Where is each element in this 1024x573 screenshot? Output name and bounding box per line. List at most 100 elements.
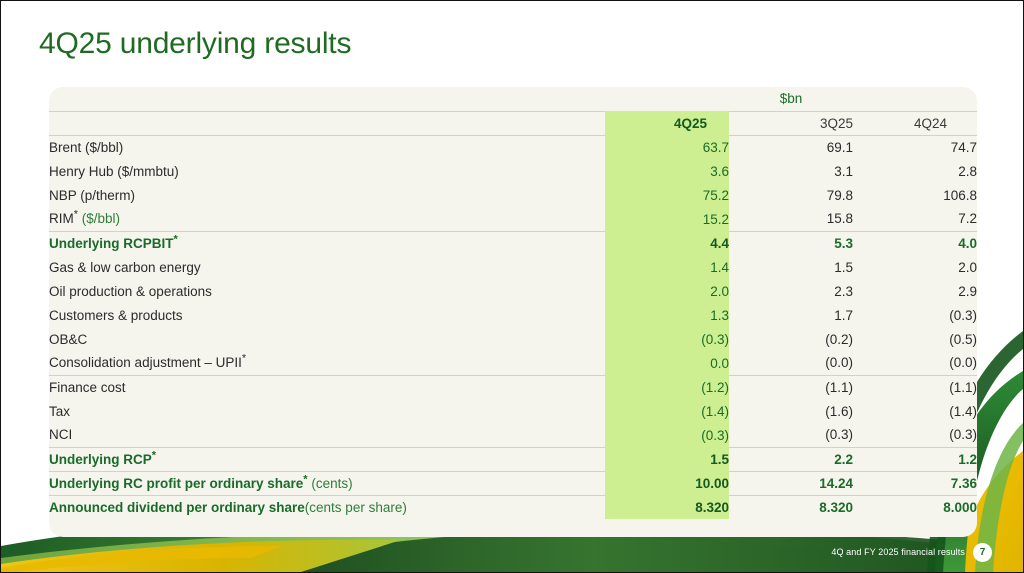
footnote-marker: * [173,233,178,246]
value-3q25: (1.1) [729,374,853,399]
row-label: NCI [49,427,73,443]
row-label: NBP (p/therm) [49,187,136,203]
value-3q25: 5.3 [729,230,853,255]
table-unit-header-row: $bn [49,87,977,111]
value-4q24: (0.0) [949,355,978,371]
table-row: OB&C (0.3) (0.2) (0.5) [49,327,977,351]
table-row: Finance cost (1.2) (1.1) (1.1) [49,374,978,399]
table-body: $bn 4Q25 3Q25 4Q24 Brent ($/bbl) 63.7 69.1… [49,87,978,519]
value-3q25: 69.1 [729,134,853,159]
value-4q25: 2.0 [605,279,729,303]
value-4q25: (0.3) [605,327,729,351]
value-4q24: (1.4) [949,403,978,419]
value-4q25: 3.6 [605,159,729,183]
column-header-4q25: 4Q25 [605,111,729,135]
value-4q25: (1.2) [605,375,729,399]
value-4q24: (0.3) [949,427,978,443]
footnote-marker: * [303,473,308,485]
value-4q25: (1.4) [605,399,729,423]
value-4q25: (0.3) [605,423,729,447]
table-row: Announced dividend per ordinary share(ce… [49,494,978,519]
unit-header-spacer [49,87,605,111]
value-3q25: (0.3) [825,427,853,443]
footnote-marker: * [151,449,157,461]
value-3q25: 2.3 [834,283,853,299]
table-row: Customers & products 1.3 1.7 (0.3) [49,303,977,327]
table-row: Underlying RCPBIT* 4.4 5.3 4.0 [49,230,978,255]
row-label: Customers & products [49,307,183,323]
table-row: Henry Hub ($/mmbtu) 3.6 3.1 2.8 [49,159,977,183]
value-3q25: 2.2 [729,446,853,471]
value-4q24: 7.2 [958,211,978,227]
value-3q25: 3.1 [834,163,853,179]
unit-header: $bn [779,91,803,107]
value-4q25: 75.2 [605,183,729,207]
table-row: Underlying RCP* 1.5 2.2 1.2 [49,446,978,471]
table-row: Consolidation adjustment – UPII* 0.0 (0.0)… [49,351,977,375]
table-row: Tax (1.4) (1.6) (1.4) [49,399,977,423]
value-4q24: (0.5) [949,331,978,347]
value-3q25: 8.320 [729,494,853,519]
table-row: Oil production & operations 2.0 2.3 2.9 [49,279,977,303]
row-label: Brent ($/bbl) [49,134,605,159]
footnote-marker: * [73,208,79,221]
value-3q25: (0.2) [825,331,853,347]
value-4q24: 2.9 [958,283,978,299]
results-table: $bn 4Q25 3Q25 4Q24 Brent ($/bbl) 63.7 69.1… [49,87,978,519]
row-label: Underlying RCP* [49,446,605,471]
row-label-suffix: ($/bbl) [78,211,121,227]
value-4q24: 2.0 [958,259,978,275]
row-label-suffix: (cents) [307,475,353,491]
row-label: Oil production & operations [49,283,212,299]
row-label: Consolidation adjustment – UPII* [49,352,247,371]
value-4q24: 1.2 [853,446,978,471]
table-row: Underlying RC profit per ordinary share*… [49,470,978,495]
value-4q24: 2.8 [958,163,978,179]
row-label: Underlying RCPBIT* [49,230,605,255]
column-header-3q25: 3Q25 [729,110,853,135]
value-4q25: 8.320 [605,495,729,519]
value-4q24: 74.7 [853,134,978,159]
value-3q25: 14.24 [729,470,853,495]
page-title: 4Q25 underlying results [39,27,352,60]
table-row: NBP (p/therm) 75.2 79.8 106.8 [49,183,977,207]
row-label: Finance cost [49,374,605,399]
value-4q25: 10.00 [605,471,729,495]
value-4q24: 7.36 [853,470,978,495]
page-number-badge: 7 [973,543,992,562]
value-3q25: 79.8 [826,187,853,203]
row-label: Underlying RC profit per ordinary share*… [49,470,605,495]
value-4q24: (1.1) [853,374,978,399]
table-row: Brent ($/bbl) 63.7 69.1 74.7 [49,134,978,159]
row-label: Henry Hub ($/mmbtu) [49,163,179,179]
value-4q25: 4.4 [605,231,729,255]
table-column-header-row: 4Q25 3Q25 4Q24 [49,110,978,135]
column-header-spacer [49,110,605,135]
table-row: RIM* ($/bbl) 15.2 15.8 7.2 [49,207,977,231]
row-label: Tax [49,403,71,419]
table-row: NCI (0.3) (0.3) (0.3) [49,423,977,447]
table-row: Gas & low carbon energy 1.4 1.5 2.0 [49,255,977,279]
column-header-4q24: 4Q24 [853,110,978,135]
value-4q25: 15.2 [605,207,729,231]
row-label: Gas & low carbon energy [49,259,201,275]
row-label-suffix: (cents per share) [304,499,407,515]
row-label: OB&C [49,331,88,347]
value-3q25: 1.7 [834,307,853,323]
value-4q24: 106.8 [943,187,978,203]
results-card: $bn 4Q25 3Q25 4Q24 Brent ($/bbl) 63.7 69.1… [49,87,978,537]
value-4q25: 1.3 [605,303,729,327]
footer-label: 4Q and FY 2025 financial results [831,547,965,557]
value-4q25: 63.7 [605,135,729,159]
value-3q25: (1.6) [825,403,853,419]
value-4q24: 4.0 [853,230,978,255]
value-3q25: 1.5 [834,259,853,275]
value-3q25: 15.8 [826,211,853,227]
value-3q25: (0.0) [825,355,853,371]
value-4q24: (0.3) [949,307,978,323]
value-4q25: 1.4 [605,255,729,279]
row-label: RIM* ($/bbl) [49,208,121,227]
value-4q24: 8.000 [853,494,978,519]
value-4q25: 0.0 [605,351,729,375]
